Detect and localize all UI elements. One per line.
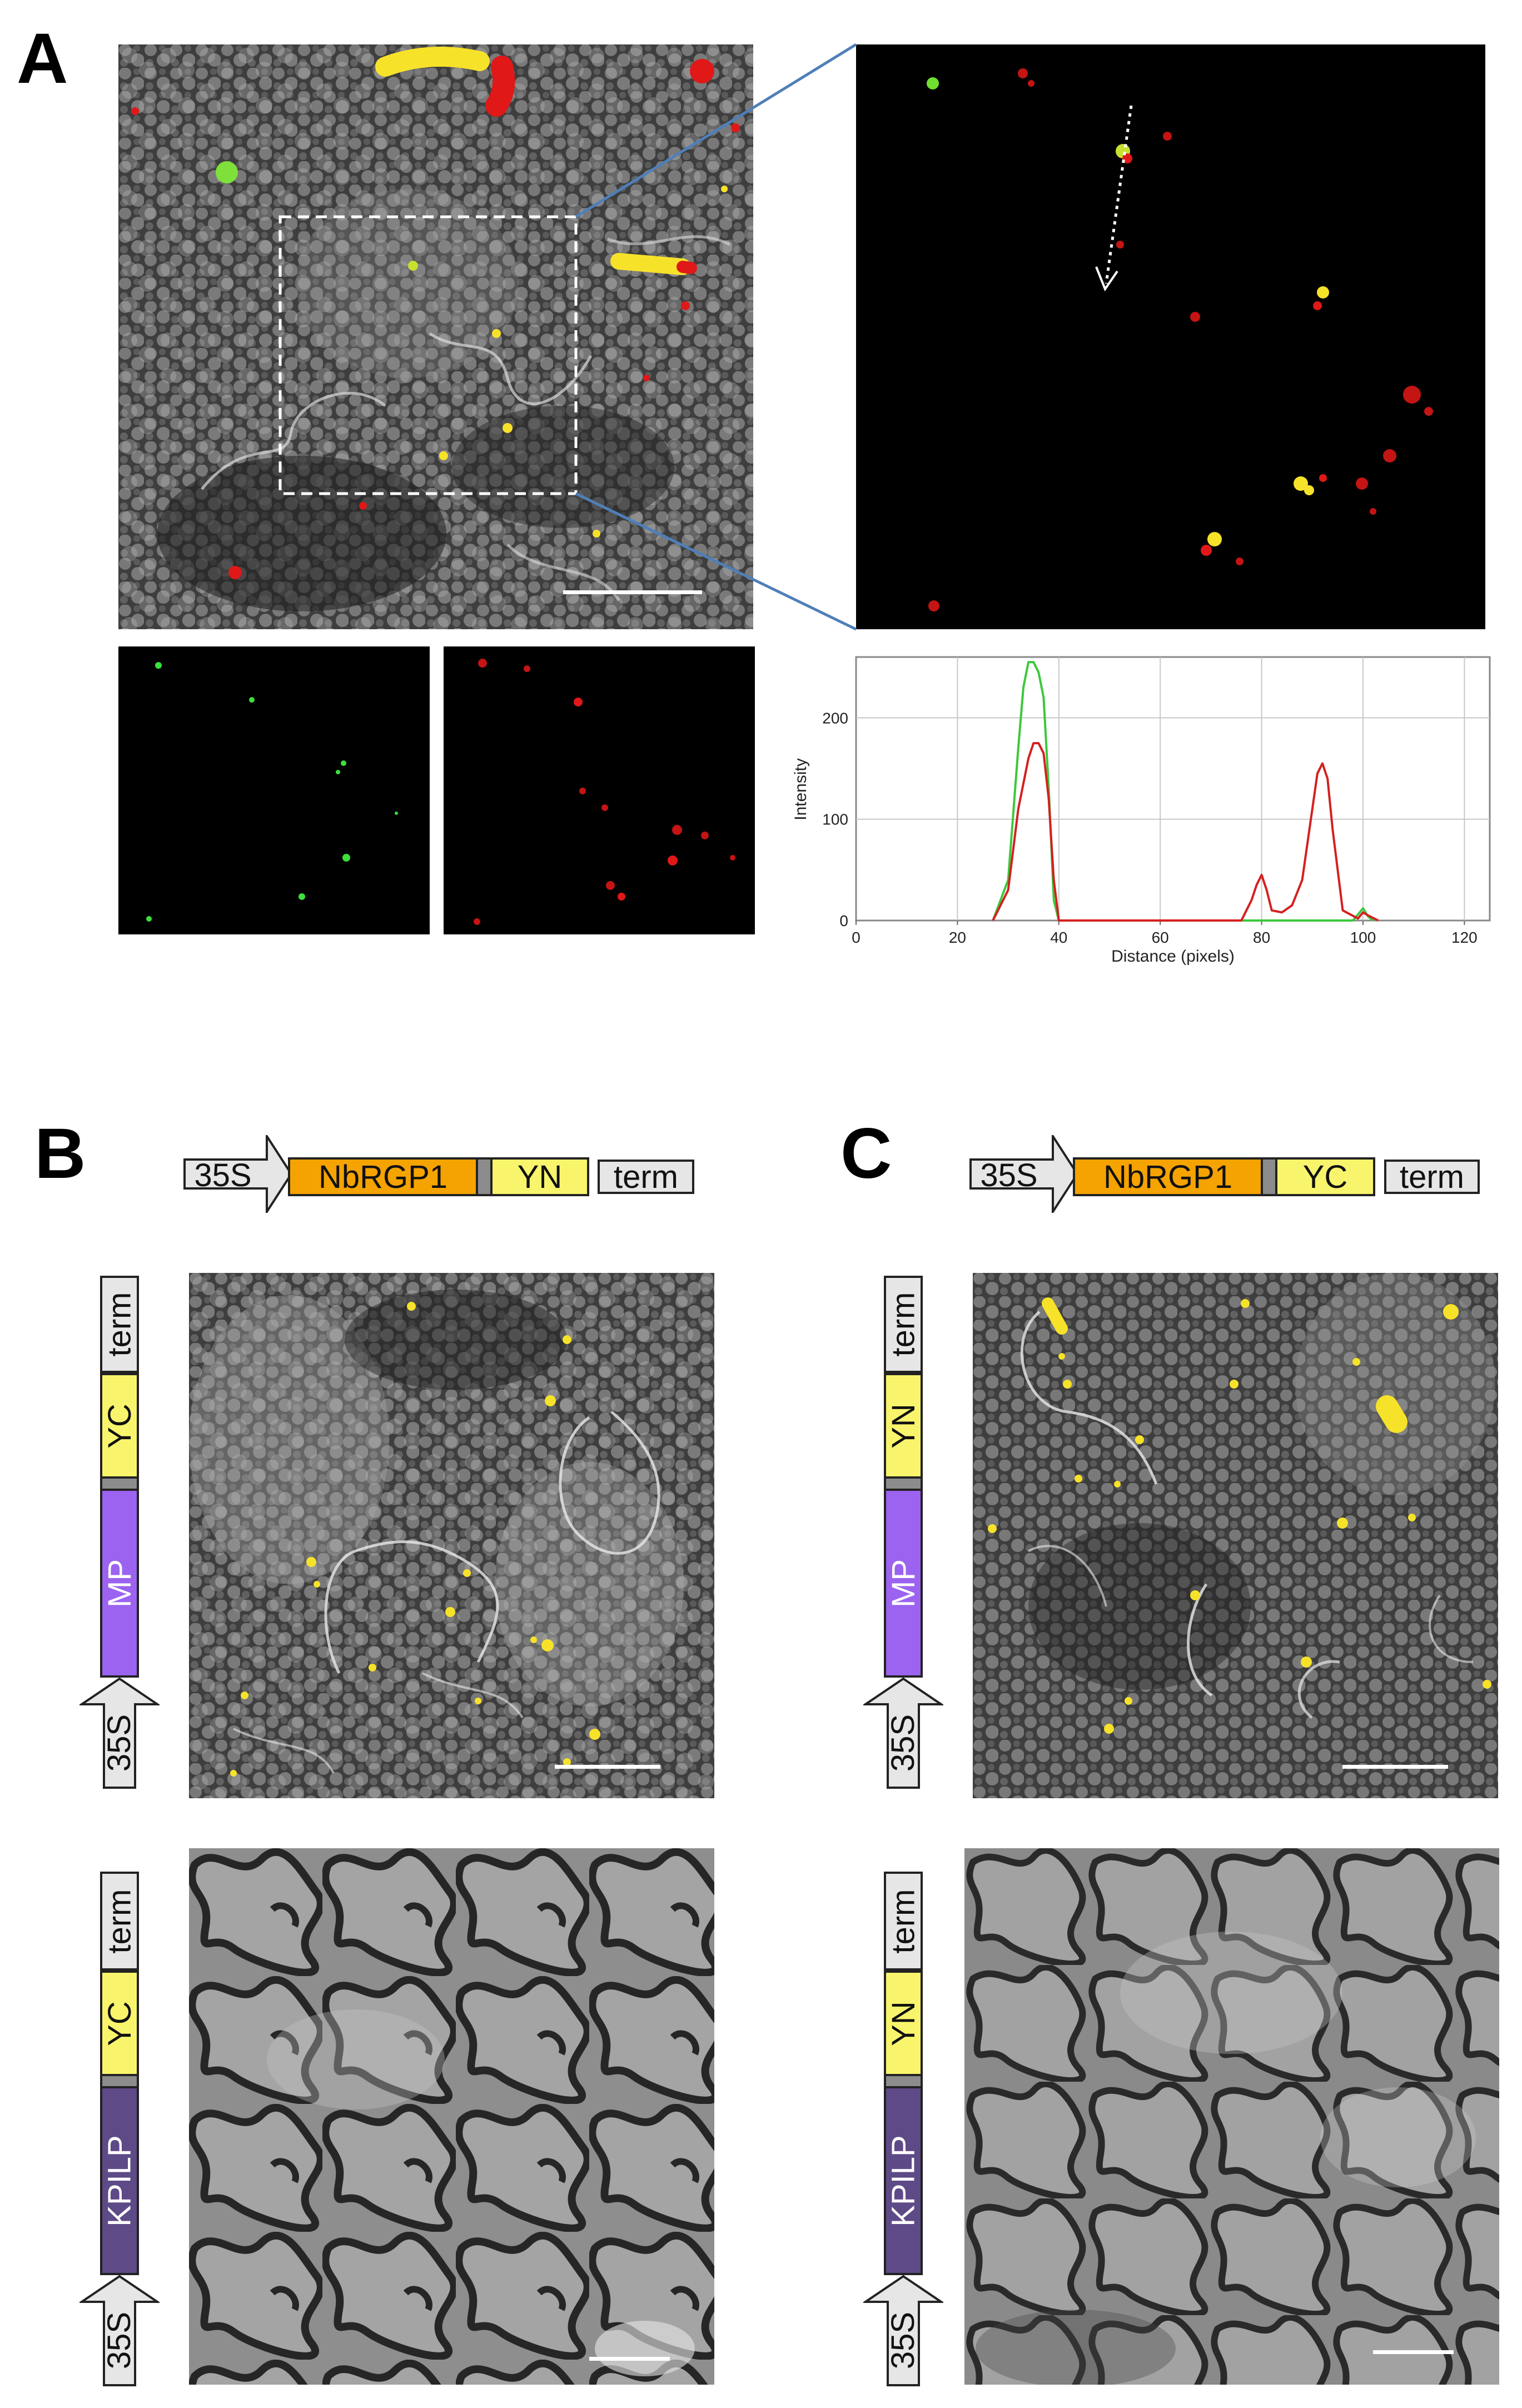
x-tick-label: 20 — [949, 929, 966, 946]
fragment-box: YC — [100, 1971, 139, 2076]
promoter-arrow-shape — [79, 1678, 160, 1789]
x-tick-label: 120 — [1451, 929, 1478, 946]
kpilp-box: KPILP — [884, 2086, 923, 2275]
promoter-arrow-shape — [969, 1135, 1078, 1213]
promoter-label: 35S — [885, 1714, 922, 1772]
promoter-arrow-shape — [863, 2275, 943, 2386]
linker-box — [884, 1476, 923, 1491]
promoter-arrow-shape — [183, 1135, 292, 1213]
x-tick-label: 100 — [1350, 929, 1376, 946]
x-tick-label: 0 — [852, 929, 861, 946]
promoter-arrow-shape — [79, 2275, 160, 2386]
fragment-box: YC — [1275, 1157, 1375, 1196]
terminator-box: term — [884, 1872, 923, 1971]
y-tick-label: 0 — [839, 912, 848, 929]
terminator-box: term — [100, 1872, 139, 1971]
intensity-profile-chart: 0 20 40 60 80 100 120 0 100 200 Distance (pixels)… — [792, 656, 1491, 966]
fragment-box: YN — [884, 1971, 923, 2076]
green-channel-image — [118, 646, 430, 934]
x-axis-label: Distance (pixels) — [1111, 947, 1235, 966]
fragment-box: YN — [490, 1157, 589, 1196]
series-line-0 — [992, 661, 1374, 922]
promoter-label: 35S — [101, 2311, 138, 2369]
y-tick-label: 100 — [822, 811, 848, 828]
promoter-label: 35S — [101, 1714, 138, 1772]
fragment-box: YN — [884, 1373, 923, 1479]
y-tick-label: 200 — [822, 709, 848, 727]
bifc-image-mp — [189, 1273, 714, 1798]
terminator-box: term — [100, 1276, 139, 1373]
merged-overlay-image — [118, 44, 753, 629]
roi-dashed-box — [278, 215, 578, 495]
tick-labels: 0 20 40 60 80 100 120 0 100 200 — [822, 709, 1477, 946]
scale-bar — [1373, 2350, 1454, 2354]
nbrgp1-box: NbRGP1 — [1073, 1157, 1263, 1196]
bifc-image-kpilp — [964, 1848, 1499, 2385]
plot-frame — [855, 656, 1491, 922]
panel-label-c: C — [840, 1114, 892, 1193]
scale-bar — [555, 1765, 660, 1769]
scale-bar — [589, 2357, 670, 2361]
grid-lines — [855, 657, 1490, 925]
promoter-label: 35S — [194, 1157, 252, 1193]
panel-label-b: B — [34, 1114, 86, 1193]
terminator-box: term — [598, 1159, 694, 1195]
y-axis-label: Intensity — [792, 758, 810, 820]
red-channel-image — [444, 646, 755, 934]
zoomed-roi-image — [856, 44, 1485, 629]
bifc-image-mp — [973, 1273, 1498, 1798]
promoter-label: 35S — [885, 2311, 922, 2369]
kpilp-box: KPILP — [100, 2086, 139, 2275]
promoter-arrow-shape — [863, 1678, 943, 1789]
scale-bar — [1342, 1765, 1448, 1769]
terminator-box: term — [1384, 1159, 1480, 1195]
series-lines — [992, 661, 1379, 922]
promoter-label: 35S — [980, 1157, 1038, 1193]
panel-label-a: A — [17, 19, 68, 98]
scale-bar — [563, 590, 702, 594]
bifc-image-kpilp — [189, 1848, 714, 2385]
linker-box — [476, 1157, 493, 1196]
fragment-box: YC — [100, 1373, 139, 1479]
terminator-box: term — [884, 1276, 923, 1373]
nbrgp1-box: NbRGP1 — [288, 1157, 478, 1196]
mp-box: MP — [884, 1489, 923, 1678]
series-line-1 — [992, 742, 1379, 922]
x-tick-label: 40 — [1050, 929, 1067, 946]
x-tick-label: 60 — [1152, 929, 1169, 946]
x-tick-label: 80 — [1253, 929, 1270, 946]
mp-box: MP — [100, 1489, 139, 1678]
